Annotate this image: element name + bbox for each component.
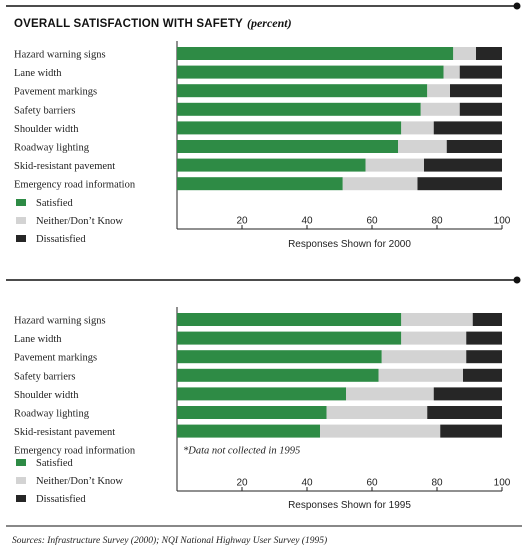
- legend-swatch-neither: [16, 217, 26, 224]
- category-label: Shoulder width: [14, 124, 79, 135]
- bar-dissatisfied: [472, 313, 502, 326]
- category-label: Hazard warning signs: [14, 316, 106, 327]
- legend-swatch-neither: [16, 477, 26, 484]
- category-label: Emergency road information: [14, 180, 136, 191]
- category-label: Safety barriers: [14, 371, 76, 382]
- bar-dissatisfied: [424, 158, 502, 172]
- x-tick-label: 20: [236, 215, 248, 226]
- category-label: Pavement markings: [14, 87, 97, 98]
- category-label: Roadway lighting: [14, 409, 90, 420]
- x-tick-label: 40: [301, 215, 313, 226]
- category-label: Lane width: [14, 334, 62, 345]
- legend-swatch-dissatisfied: [16, 495, 26, 502]
- chart-title: OVERALL SATISFACTION WITH SAFETY (percent…: [14, 16, 292, 30]
- bar-satisfied: [177, 158, 366, 172]
- category-label: Skid-resistant pavement: [14, 161, 115, 172]
- legend-swatch-dissatisfied: [16, 235, 26, 242]
- bar-neither: [398, 140, 447, 153]
- bar-dissatisfied: [476, 47, 502, 60]
- source-note: Sources: Infrastructure Survey (2000); N…: [12, 535, 327, 546]
- bar-neither: [326, 406, 428, 419]
- bar-neither: [443, 65, 460, 79]
- x-tick-label: 80: [431, 477, 443, 488]
- bar-satisfied: [177, 121, 402, 135]
- bar-satisfied: [177, 84, 428, 98]
- category-label: Skid-resistant pavement: [14, 427, 115, 438]
- bar-neither: [346, 387, 434, 401]
- bar-neither: [453, 47, 476, 60]
- bar-satisfied: [177, 387, 346, 401]
- bar-satisfied: [177, 331, 402, 345]
- bar-dissatisfied: [466, 331, 502, 345]
- bar-dissatisfied: [417, 177, 502, 191]
- x-tick-label: 60: [366, 477, 378, 488]
- legend-label: Dissatisfied: [36, 234, 86, 245]
- bar-neither: [401, 331, 467, 345]
- bar-neither: [401, 313, 473, 326]
- bar-neither: [342, 177, 418, 191]
- bar-neither: [378, 368, 463, 382]
- bar-satisfied: [177, 424, 320, 438]
- legend-label: Dissatisfied: [36, 494, 86, 505]
- bar-satisfied: [177, 406, 327, 419]
- legend-swatch-satisfied: [16, 199, 26, 206]
- bar-neither: [427, 84, 450, 98]
- x-axis-label: Responses Shown for 2000: [288, 239, 411, 250]
- bar-dissatisfied: [427, 406, 502, 419]
- bar-dissatisfied: [459, 102, 502, 116]
- legend-label: Satisfied: [36, 458, 73, 469]
- bar-satisfied: [177, 368, 379, 382]
- x-tick-label: 80: [431, 215, 443, 226]
- x-tick-label: 100: [494, 477, 511, 488]
- bar-satisfied: [177, 350, 382, 364]
- bar-dissatisfied: [450, 84, 502, 98]
- bar-satisfied: [177, 140, 398, 153]
- x-tick-label: 100: [494, 215, 511, 226]
- legend-label: Satisfied: [36, 198, 73, 209]
- bar-dissatisfied: [446, 140, 502, 153]
- bar-neither: [401, 121, 434, 135]
- category-label: Pavement markings: [14, 353, 97, 364]
- category-label: Emergency road information: [14, 446, 136, 457]
- bar-satisfied: [177, 102, 421, 116]
- category-label: Hazard warning signs: [14, 50, 106, 61]
- bar-dissatisfied: [433, 387, 502, 401]
- bar-satisfied: [177, 313, 402, 326]
- top-rule-dot: [513, 2, 521, 10]
- x-tick-label: 40: [301, 477, 313, 488]
- bar-neither: [420, 102, 460, 116]
- bar-neither: [381, 350, 467, 364]
- bar-satisfied: [177, 177, 343, 191]
- bar-neither: [320, 424, 441, 438]
- legend-label: Neither/Don’t Know: [36, 216, 123, 227]
- middle-rule-dot: [513, 276, 521, 284]
- x-tick-label: 20: [236, 477, 248, 488]
- bar-dissatisfied: [459, 65, 502, 79]
- category-label: Shoulder width: [14, 390, 79, 401]
- chart-panel-2000: 20 40 60 80 100 Responses Shown for 2000 Hazar…: [14, 41, 511, 250]
- data-note: *Data not collected in 1995: [183, 446, 300, 457]
- bar-dissatisfied: [433, 121, 502, 135]
- legend-swatch-satisfied: [16, 459, 26, 466]
- category-label: Lane width: [14, 68, 62, 79]
- category-label: Safety barriers: [14, 105, 76, 116]
- chart-panel-1995: 20 40 60 80 100 Responses Shown for 1995 Hazar…: [14, 307, 511, 511]
- bar-dissatisfied: [440, 424, 502, 438]
- legend-label: Neither/Don’t Know: [36, 476, 123, 487]
- x-axis-label: Responses Shown for 1995: [288, 500, 411, 511]
- bar-satisfied: [177, 65, 444, 79]
- bar-dissatisfied: [466, 350, 502, 364]
- bar-satisfied: [177, 47, 454, 60]
- bar-neither: [365, 158, 424, 172]
- category-label: Roadway lighting: [14, 143, 90, 154]
- bar-dissatisfied: [463, 368, 502, 382]
- x-tick-label: 60: [366, 215, 378, 226]
